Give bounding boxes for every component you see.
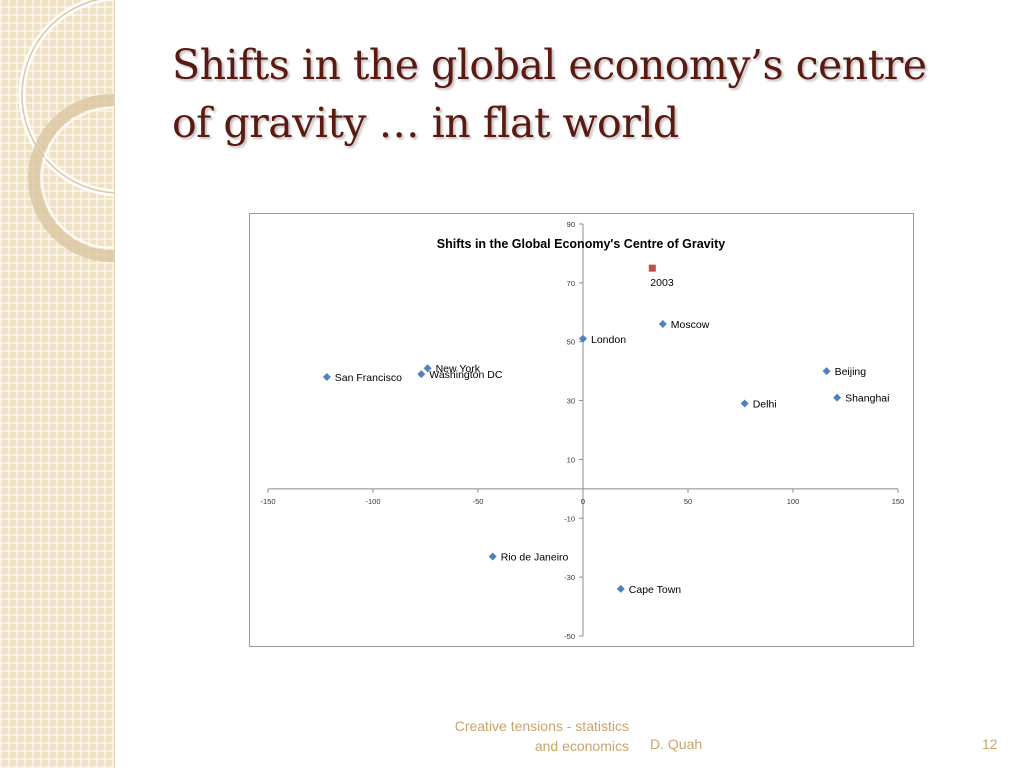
y-tick-label: -30	[564, 573, 575, 582]
y-tick-label: 30	[567, 397, 575, 406]
data-label-2003: 2003	[650, 277, 674, 289]
y-tick-label: 90	[567, 220, 575, 229]
footer-line-2: and economics	[534, 738, 629, 754]
footer-author: D. Quah	[650, 736, 703, 752]
y-tick-label: -50	[564, 632, 575, 641]
page-number: 12	[982, 736, 998, 752]
chart-title: Shifts in the Global Economy's Centre of…	[437, 237, 725, 251]
x-tick-label: 150	[892, 497, 905, 506]
data-point-shanghai	[833, 393, 842, 402]
scatter-chart: -150 -100 -50 0 50 100 150 90 70 50 30 10 -10 -30 -50 S…	[260, 220, 905, 641]
data-point-beijing	[822, 367, 831, 376]
data-point-washington-dc	[417, 370, 426, 379]
data-point-moscow	[658, 320, 667, 329]
x-tick-label: -150	[260, 497, 275, 506]
chart-frame: -150 -100 -50 0 50 100 150 90 70 50 30 10 -10 -30 -50 S…	[249, 213, 914, 647]
data-point-delhi	[740, 399, 749, 408]
data-point-rio-de-janeiro	[488, 552, 497, 561]
data-label-rio-de-janeiro: Rio de Janeiro	[501, 552, 569, 564]
y-tick-label: 50	[567, 338, 575, 347]
data-label-beijing: Beijing	[835, 366, 867, 378]
data-label-san-francisco: San Francisco	[335, 372, 402, 384]
data-label-delhi: Delhi	[753, 399, 777, 411]
decorative-side-strip	[0, 0, 115, 768]
decorative-rings	[18, 0, 114, 262]
x-tick-label: -50	[473, 497, 484, 506]
data-label-shanghai: Shanghai	[845, 393, 889, 405]
footer-presentation-title: Creative tensions - statistics and econo…	[455, 716, 629, 756]
x-tick-label: -100	[365, 497, 380, 506]
data-point-san-francisco	[322, 373, 331, 382]
data-point-london	[579, 334, 587, 343]
data-label-new-york: New York	[436, 363, 481, 375]
x-tick-label: 100	[787, 497, 800, 506]
x-tick-label: 50	[684, 497, 692, 506]
x-tick-label: 0	[581, 497, 585, 506]
data-label-moscow: Moscow	[671, 319, 710, 331]
title-line-1: Shifts in the global economy’s centre	[172, 41, 927, 89]
slide-title: Shifts in the global economy’s centre of…	[172, 36, 1002, 152]
data-point-new-york	[423, 364, 432, 373]
y-tick-label: -10	[564, 514, 575, 523]
title-line-2: of gravity … in flat world	[172, 99, 679, 147]
data-point-2003	[648, 264, 656, 272]
data-label-london: London	[591, 334, 626, 346]
footer-line-1: Creative tensions - statistics	[454, 718, 629, 734]
data-point-cape-town	[616, 584, 625, 593]
y-tick-label: 10	[567, 455, 575, 464]
data-label-washington-dc: Washington DC	[429, 369, 503, 381]
y-tick-label: 70	[567, 279, 575, 288]
data-label-cape-town: Cape Town	[629, 584, 682, 596]
